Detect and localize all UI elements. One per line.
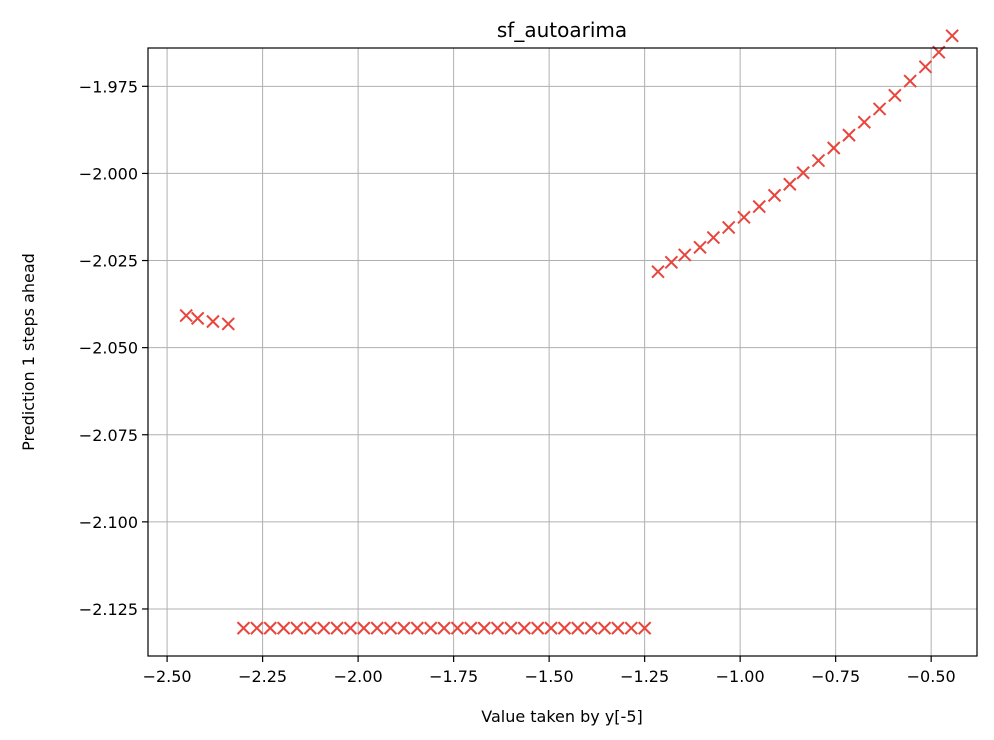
data-point-x-marker	[317, 621, 331, 635]
data-point-x-marker	[263, 621, 277, 635]
x-tick-label: −1.75	[429, 667, 478, 686]
data-point-x-marker	[678, 248, 692, 262]
y-tick-label: −2.050	[79, 339, 138, 358]
data-point-x-marker	[872, 102, 887, 116]
data-point-x-marker	[945, 29, 959, 43]
x-tick-label: −1.50	[525, 667, 574, 686]
data-point-x-marker	[250, 621, 264, 635]
data-point-x-marker	[450, 621, 465, 635]
data-point-x-marker	[796, 166, 810, 180]
data-point-x-marker	[370, 621, 384, 635]
data-point-x-marker	[664, 255, 679, 269]
y-tick-label: −2.075	[79, 426, 138, 445]
data-point-x-marker	[477, 621, 491, 635]
data-point-x-marker	[693, 240, 707, 255]
y-tick-label: −2.000	[79, 164, 138, 183]
x-axis-label: Value taken by y[-5]	[481, 707, 642, 726]
y-tick-label: −2.100	[79, 513, 138, 532]
data-point-x-marker	[544, 621, 558, 635]
data-point-x-marker	[383, 621, 398, 635]
x-tick-label: −1.25	[620, 667, 669, 686]
data-point-x-marker	[637, 621, 652, 635]
plot-frame	[147, 47, 978, 657]
x-tick-label: −2.25	[238, 667, 287, 686]
x-tick-label: −0.75	[811, 667, 860, 686]
data-point-x-marker	[179, 308, 193, 323]
data-point-x-marker	[888, 88, 902, 103]
data-point-x-marker	[918, 60, 933, 74]
data-point-x-marker	[651, 264, 665, 279]
x-tick-label: −2.50	[143, 667, 192, 686]
axis-ticks: −2.50 −2.25 −2.00 −1.75 −1.50 −1.25 −1.00 −0.75…	[79, 77, 956, 686]
data-point-x-marker	[221, 317, 235, 331]
x-tick-label: −0.50	[907, 667, 956, 686]
chart-title: sf_autoarima	[497, 18, 627, 42]
data-point-x-marker	[827, 141, 841, 155]
data-point-x-marker	[464, 621, 478, 635]
data-point-x-marker	[343, 621, 358, 635]
data-point-x-marker	[737, 210, 751, 225]
y-tick-label: −2.025	[79, 252, 138, 271]
data-point-x-marker	[903, 74, 917, 88]
data-point-x-marker	[397, 621, 411, 635]
data-point-x-marker	[530, 621, 545, 635]
data-point-x-marker	[290, 621, 304, 635]
data-point-x-marker	[236, 621, 251, 635]
grid-layer	[148, 48, 977, 656]
data-point-x-marker	[767, 188, 782, 203]
data-point-x-marker	[857, 115, 872, 129]
x-tick-label: −1.00	[716, 667, 765, 686]
data-point-x-marker	[423, 621, 438, 635]
y-tick-label: −1.975	[79, 77, 138, 96]
data-point-x-marker	[842, 128, 856, 142]
data-point-x-marker	[557, 621, 572, 635]
data-point-x-marker	[584, 621, 598, 635]
data-point-x-marker	[624, 621, 638, 635]
data-point-x-marker	[811, 153, 826, 168]
data-point-x-marker	[597, 621, 612, 635]
data-point-x-marker	[490, 621, 505, 635]
x-tick-label: −2.00	[334, 667, 383, 686]
data-point-x-marker	[706, 230, 721, 245]
data-point-x-marker	[783, 177, 797, 191]
data-point-x-marker	[721, 220, 736, 235]
data-point-x-marker	[303, 621, 318, 635]
data-point-x-marker	[330, 621, 344, 635]
data-point-x-marker	[276, 621, 291, 635]
data-point-x-marker	[517, 621, 532, 635]
data-point-x-marker	[206, 314, 220, 329]
y-axis-label: Prediction 1 steps ahead	[19, 253, 38, 451]
y-tick-label: −2.125	[79, 600, 138, 619]
data-point-x-marker	[190, 311, 205, 326]
data-point-x-marker	[410, 621, 425, 635]
data-point-x-marker	[752, 199, 766, 214]
data-point-x-marker	[611, 621, 625, 635]
data-point-x-marker	[437, 621, 451, 635]
data-point-x-marker	[357, 621, 371, 635]
data-points	[179, 29, 959, 635]
data-point-x-marker	[504, 621, 518, 635]
data-point-x-marker	[571, 621, 585, 635]
